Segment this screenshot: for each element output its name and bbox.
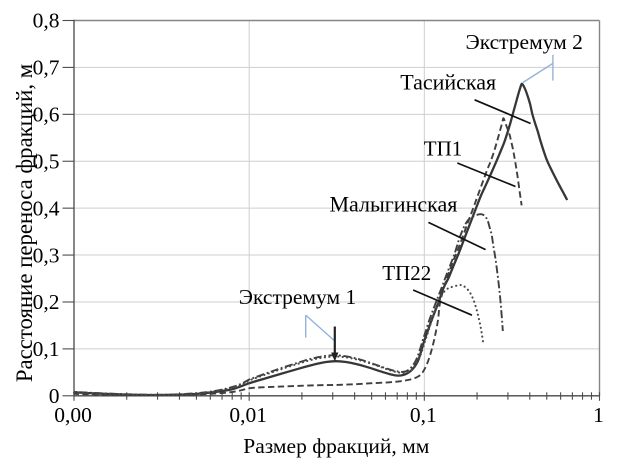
- svg-text:0,5: 0,5: [33, 149, 60, 173]
- svg-text:0,00: 0,00: [54, 403, 92, 427]
- svg-text:0,1: 0,1: [33, 337, 60, 361]
- svg-text:0: 0: [49, 384, 60, 408]
- svg-text:0,8: 0,8: [33, 9, 60, 33]
- svg-text:ТП22: ТП22: [382, 261, 431, 285]
- svg-text:Расстояние переноса фракций, м: Расстояние переноса фракций, м: [12, 64, 37, 382]
- svg-text:Размер фракций, мм: Размер фракций, мм: [243, 434, 430, 458]
- svg-text:0,01: 0,01: [229, 403, 267, 427]
- svg-text:Малыгинская: Малыгинская: [330, 191, 458, 216]
- svg-text:0,6: 0,6: [33, 103, 60, 127]
- svg-text:0,1: 0,1: [410, 403, 437, 427]
- svg-text:Экстремум 2: Экстремум 2: [466, 30, 583, 54]
- svg-text:0,7: 0,7: [33, 56, 60, 80]
- svg-text:Экстремум 1: Экстремум 1: [239, 285, 356, 309]
- svg-text:0,3: 0,3: [33, 243, 60, 267]
- svg-text:0,2: 0,2: [33, 290, 60, 314]
- svg-text:Тасийская: Тасийская: [400, 69, 496, 94]
- svg-text:0,4: 0,4: [33, 196, 60, 220]
- svg-text:ТП1: ТП1: [424, 136, 463, 160]
- svg-text:1: 1: [593, 403, 604, 427]
